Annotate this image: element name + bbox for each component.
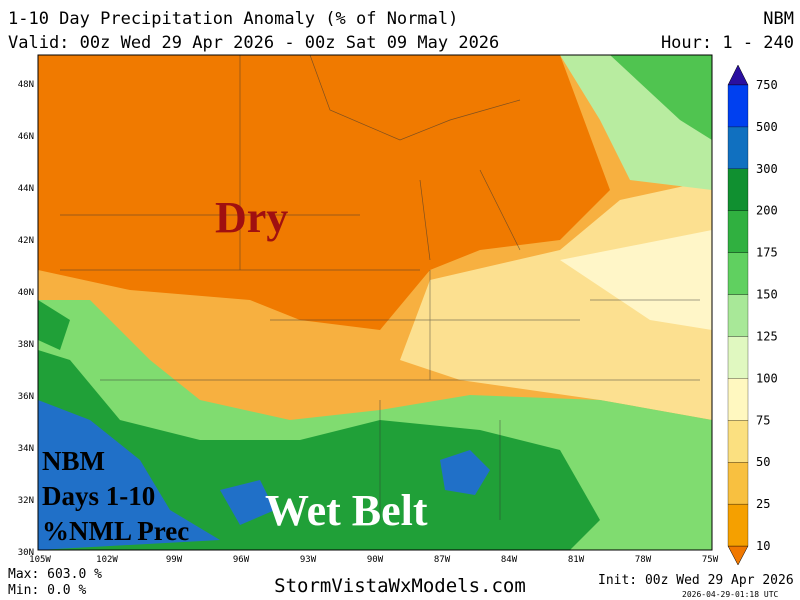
colorbar-segment (727, 84, 749, 128)
lon-label: 90W (367, 555, 384, 565)
colorbar-label: 150 (756, 288, 778, 302)
lon-label: 81W (568, 555, 585, 565)
colorbar-label: 50 (756, 455, 770, 469)
lon-label: 102W (96, 555, 118, 565)
lon-label: 87W (434, 555, 451, 565)
init: Init: 00z Wed 29 Apr 2026 (598, 573, 794, 588)
lon-label: 105W (29, 555, 51, 565)
colorbar-label: 750 (756, 78, 778, 92)
min: Min: 0.0 % (8, 583, 86, 598)
lat-label: 34N (18, 444, 34, 454)
colorbar-label: 175 (756, 246, 778, 260)
lat-label: 38N (18, 340, 34, 350)
title: 1-10 Day Precipitation Anomaly (% of Nor… (8, 9, 458, 29)
lat-label: 40N (18, 288, 34, 298)
colorbar-segment (727, 336, 749, 379)
lon-label: 84W (501, 555, 518, 565)
colorbar-segment (727, 126, 749, 169)
colorbar-segment (727, 378, 749, 421)
lat-label: 36N (18, 392, 34, 402)
colorbar-segment (727, 462, 749, 505)
colorbar-label: 100 (756, 371, 778, 385)
colorbar-segment (727, 420, 749, 463)
lat-label: 46N (18, 132, 34, 142)
info-line: Days 1-10 (42, 481, 155, 511)
hour: Hour: 1 - 240 (661, 33, 794, 53)
lon-label: 78W (635, 555, 652, 565)
colorbar-label: 25 (756, 497, 770, 511)
colorbar-label: 200 (756, 204, 778, 218)
colorbar-segment (727, 168, 749, 211)
colorbar-segment (727, 252, 749, 295)
lat-label: 30N (18, 548, 34, 558)
lat-label: 48N (18, 80, 34, 90)
colorbar-label: 500 (756, 120, 778, 134)
valid: Valid: 00z Wed 29 Apr 2026 - 00z Sat 09 … (8, 33, 499, 53)
max: Max: 603.0 % (8, 567, 102, 582)
dry-label: Dry (215, 193, 288, 242)
wet-belt-label: Wet Belt (265, 486, 428, 535)
info-line: %NML Prec (42, 516, 189, 546)
colorbar-segment (727, 294, 749, 337)
lon-label: 99W (166, 555, 183, 565)
colorbar-label: 75 (756, 413, 770, 427)
colorbar-label: 300 (756, 162, 778, 176)
lon-label: 96W (233, 555, 250, 565)
lat-label: 44N (18, 184, 34, 194)
site: StormVistaWxModels.com (274, 575, 526, 597)
colorbar-segment (727, 210, 749, 253)
info-line: NBM (42, 446, 105, 476)
colorbar-label: 10 (756, 539, 770, 553)
colorbar-label: 125 (756, 329, 778, 343)
colorbar-segment (727, 503, 749, 547)
timestamp: 2026-04-29-01:18 UTC (682, 590, 779, 599)
colorbar: 10 25 50 75 100 125 150 175 200 300 500 750 (727, 64, 778, 566)
lon-label: 75W (702, 555, 719, 565)
model: NBM (763, 9, 794, 29)
lat-label: 32N (18, 496, 34, 506)
lat-label: 42N (18, 236, 34, 246)
lon-label: 93W (300, 555, 317, 565)
